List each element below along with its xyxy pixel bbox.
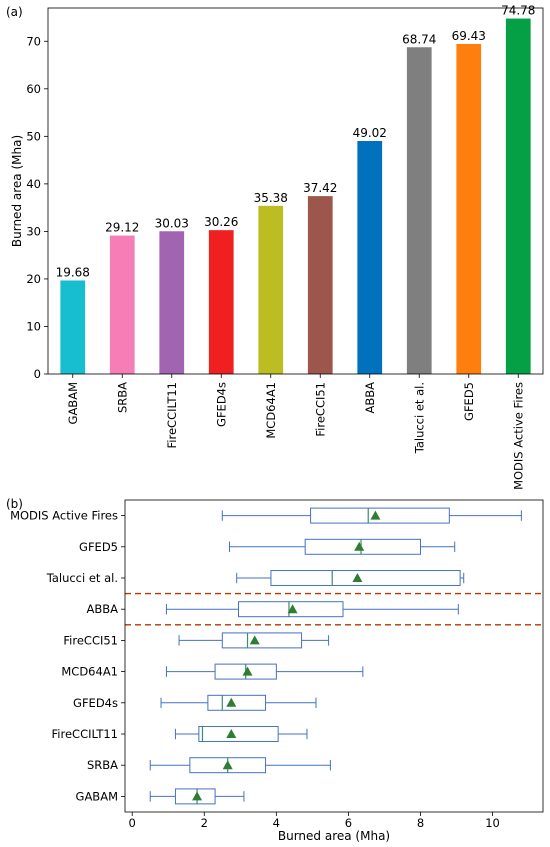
box-plot-panel: GABAM SRBA FireCCILT11 GFED4s MCD64A1 FireCCI…: [10, 499, 544, 830]
bar-6: [357, 140, 383, 374]
y-tick-label: 20: [26, 272, 41, 286]
bar-7: [406, 47, 432, 375]
y-tick-label: SRBA: [87, 758, 118, 772]
bar-value-label: 74.78: [501, 4, 535, 18]
x-tick-label: GFED4s: [214, 382, 228, 427]
x-tick-label: Talucci et al.: [412, 382, 426, 454]
panel-a-label: (a): [6, 5, 23, 19]
y-tick-label: FireCCI51: [63, 633, 118, 647]
box: [270, 570, 461, 586]
bar-3: [208, 230, 234, 374]
bar-0: [60, 280, 86, 374]
y-tick-label: 0: [34, 367, 41, 381]
y-tick-label: 10: [26, 319, 41, 333]
y-tick-label: 40: [26, 177, 41, 191]
bar-9: [505, 18, 531, 374]
y-tick-label: 30: [26, 224, 41, 238]
bar-2: [159, 231, 185, 374]
bar-value-label: 69.43: [452, 29, 486, 43]
bar-8: [456, 43, 482, 374]
bar-chart-panel: 19.68 GABAM 29.12 SRBA 30.03 FireCCILT11 30.26…: [26, 4, 544, 490]
mean-marker: [370, 510, 381, 520]
y-tick-label: GABAM: [76, 789, 118, 803]
mean-marker: [222, 760, 233, 770]
bar-value-label: 29.12: [105, 221, 139, 235]
bar-1: [109, 235, 135, 374]
y-tick-label: Talucci et al.: [46, 571, 118, 585]
x-tick-label: GABAM: [66, 382, 80, 424]
mean-marker: [226, 697, 237, 707]
x-tick-label: MODIS Active Fires: [511, 382, 525, 490]
bar-5: [307, 196, 333, 374]
box: [221, 632, 303, 649]
bar-value-label: 30.26: [204, 215, 238, 229]
y-tick-label: 50: [26, 129, 41, 143]
bar-value-label: 37.42: [303, 181, 337, 195]
box: [198, 726, 279, 742]
bar-value-label: 35.38: [254, 191, 288, 205]
x-tick-label: ABBA: [363, 382, 377, 414]
bar-value-label: 19.68: [56, 265, 90, 279]
x-tick-label: MCD64A1: [264, 382, 278, 439]
x-tick-label: 4: [273, 816, 280, 830]
mean-marker: [192, 791, 203, 801]
y-tick-label: GFED5: [79, 540, 118, 554]
bar-value-label: 30.03: [155, 216, 189, 230]
panel-b-label: (b): [6, 497, 23, 511]
x-tick-label: FireCCILT11: [165, 382, 179, 448]
bar-4: [258, 205, 284, 374]
mean-marker: [354, 541, 365, 551]
x-tick-label: 6: [345, 816, 352, 830]
y-tick-label: 70: [26, 34, 41, 48]
y-tick-label: GFED4s: [73, 696, 118, 710]
mean-marker: [287, 604, 298, 614]
x-tick-label: FireCCI51: [313, 382, 327, 437]
mean-marker: [352, 573, 363, 582]
x-tick-label: SRBA: [115, 382, 129, 413]
bar-chart-y-axis-title: Burned area (Mha): [10, 135, 24, 247]
bar-value-label: 68.74: [402, 32, 436, 46]
y-tick-label: MODIS Active Fires: [10, 509, 118, 523]
y-tick-label: ABBA: [86, 602, 118, 616]
x-tick-label: 2: [201, 816, 208, 830]
bar-value-label: 49.02: [353, 126, 387, 140]
box-plot-x-axis-title: Burned area (Mha): [278, 829, 390, 843]
box: [310, 507, 450, 524]
mean-marker: [242, 666, 253, 676]
mean-marker: [226, 729, 237, 738]
y-tick-label: 60: [26, 82, 41, 96]
x-tick-label: 8: [417, 816, 424, 830]
x-tick-label: 0: [129, 816, 136, 830]
x-tick-label: 10: [485, 816, 500, 830]
x-tick-label: GFED5: [462, 382, 476, 421]
box: [304, 538, 421, 555]
y-tick-label: MCD64A1: [61, 665, 118, 679]
box: [207, 694, 267, 711]
mean-marker: [249, 635, 260, 645]
plot-frame: [124, 499, 544, 813]
plot-frame: [47, 7, 544, 375]
y-tick-label: FireCCILT11: [52, 727, 118, 741]
